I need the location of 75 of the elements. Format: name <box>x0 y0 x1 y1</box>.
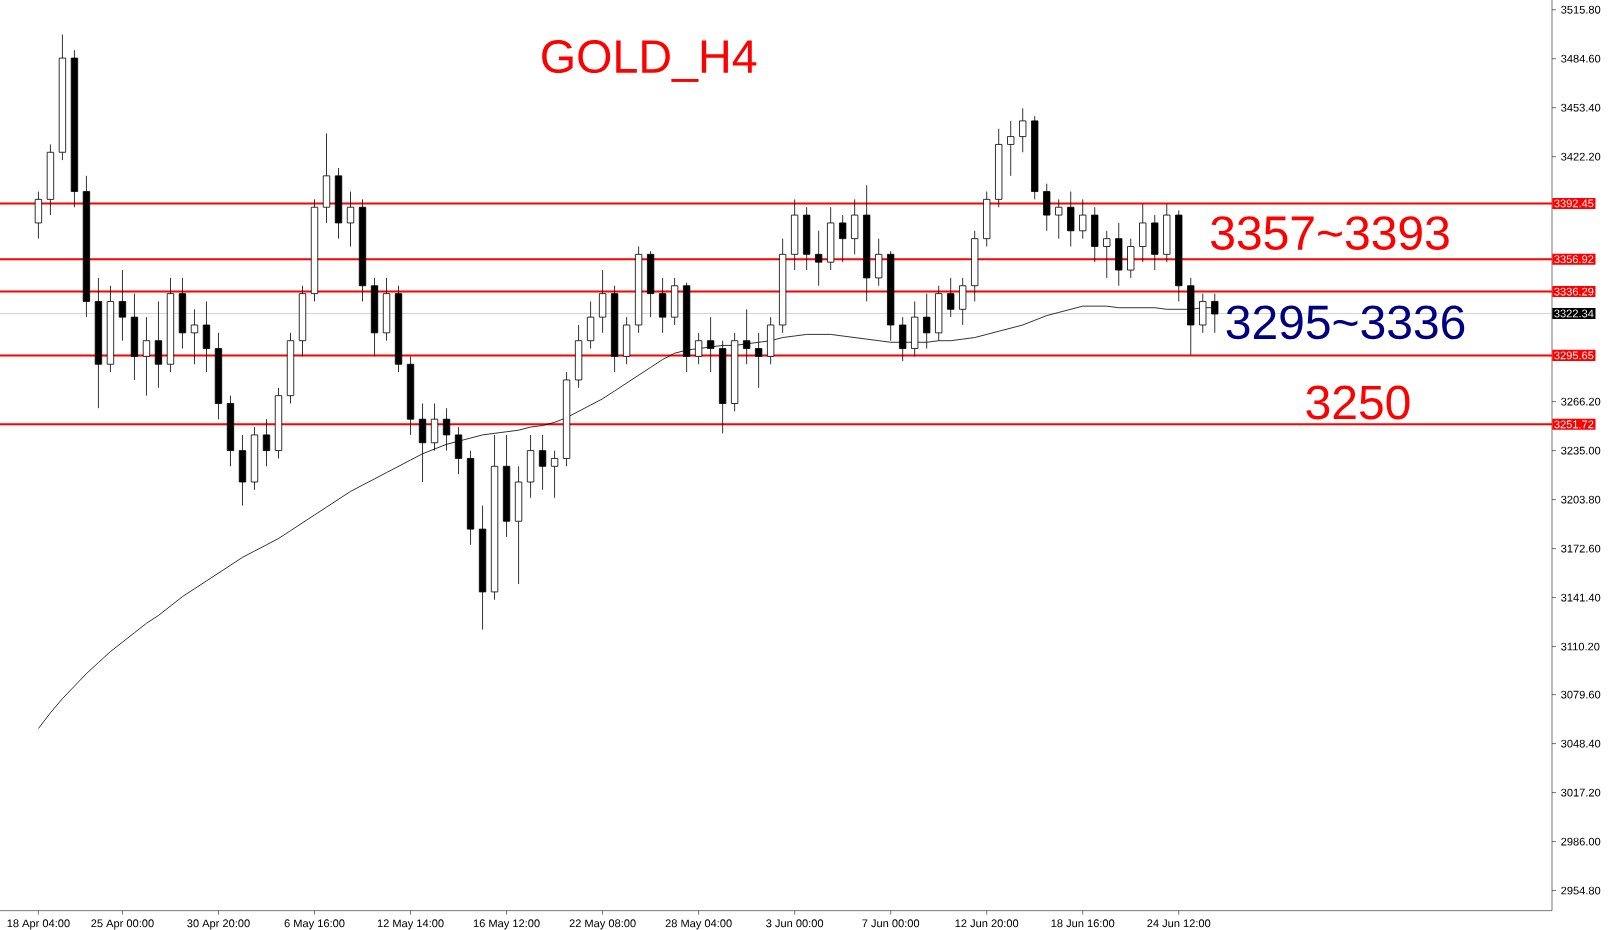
candlestick <box>875 238 883 287</box>
candlestick <box>586 301 595 349</box>
candlestick <box>899 316 907 362</box>
candlestick <box>947 277 955 318</box>
y-tick-label: 3141.40 <box>1561 593 1601 602</box>
candlestick <box>34 191 43 240</box>
x-tick-label: 25 Apr 00:00 <box>91 919 154 930</box>
x-tick-label: 18 Apr 04:00 <box>7 919 70 930</box>
candlestick <box>1007 120 1015 177</box>
y-tick-label: 3235.00 <box>1561 446 1601 455</box>
candlestick <box>1019 107 1027 153</box>
y-tick-label: 3203.80 <box>1561 495 1601 504</box>
x-tick-label: 12 May 14:00 <box>377 919 444 930</box>
x-tick-label: 12 Jun 20:00 <box>955 919 1019 928</box>
x-tick-label: 22 May 08:00 <box>569 919 636 930</box>
text: GOLD_H4 <box>542 40 757 82</box>
candlestick <box>694 332 703 365</box>
y-tick-label: 3484.60 <box>1561 54 1601 63</box>
candlestick <box>118 269 127 342</box>
x-tick-label: 30 Apr 20:00 <box>187 919 250 930</box>
ref-line-label: 3392.45 <box>1554 199 1594 208</box>
x-tick-label: 18 Jun 16:00 <box>1051 919 1115 928</box>
candlestick <box>1127 238 1135 279</box>
candlestick <box>550 450 559 499</box>
annotation: 3357~3393 <box>1211 216 1449 251</box>
candlestick <box>706 316 715 373</box>
candlestick <box>154 301 163 389</box>
candlestick <box>1043 183 1051 232</box>
candlestick <box>815 230 823 287</box>
x-tick-label: 16 May 12:00 <box>473 919 540 930</box>
candlestick <box>346 191 355 247</box>
candlestick <box>430 403 439 452</box>
y-tick-label: 3110.20 <box>1561 642 1600 651</box>
y-tick-label: 3266.20 <box>1561 397 1601 406</box>
text: 3295~3336 <box>1226 305 1465 340</box>
y-tick-label: 3453.40 <box>1561 103 1601 112</box>
candlestick <box>418 403 427 483</box>
candlestick <box>262 418 271 467</box>
ref-line-label: 3336.29 <box>1554 287 1594 296</box>
y-tick-label: 3079.60 <box>1561 690 1601 699</box>
y-tick-label: 3172.60 <box>1561 544 1601 553</box>
candlestick <box>959 277 967 326</box>
candlestick <box>755 332 763 389</box>
ref-line-label: 3251.72 <box>1554 420 1594 429</box>
candlestick <box>538 434 547 491</box>
x-tick-label: 24 Jun 12:00 <box>1147 919 1211 928</box>
x-tick-label: 7 Jun 00:00 <box>862 919 920 928</box>
candlestick <box>1055 198 1063 240</box>
candlestick <box>658 277 667 334</box>
ref-line-label: 3356.92 <box>1554 255 1594 264</box>
x-tick-label: 6 May 16:00 <box>284 919 345 930</box>
y-tick-label: 3422.20 <box>1561 152 1601 161</box>
ref-line-label: 3322.34 <box>1554 309 1594 318</box>
candlestick <box>190 308 199 365</box>
y-tick-label: 3048.40 <box>1561 739 1601 748</box>
candlestick <box>1139 203 1147 263</box>
candlestick <box>454 426 463 475</box>
y-tick-label: 2954.80 <box>1561 886 1601 895</box>
candlestick <box>142 316 151 397</box>
candlestick <box>1079 198 1087 240</box>
x-tick-label: 28 May 04:00 <box>665 919 732 930</box>
ref-line-label: 3295.65 <box>1554 351 1594 360</box>
candlestick <box>598 269 607 334</box>
candlestick <box>1067 191 1075 247</box>
y-tick-label: 2986.00 <box>1561 837 1601 846</box>
candlestick <box>839 214 847 263</box>
y-tick-label: 3515.80 <box>1561 5 1601 14</box>
y-tick-label: 3017.20 <box>1561 788 1601 797</box>
candlestick <box>202 301 211 373</box>
text: 3250 <box>1306 385 1410 420</box>
candlestick <box>851 198 859 255</box>
x-tick-label: 3 Jun 00:00 <box>766 919 824 928</box>
candlestick <box>442 407 451 452</box>
candlestick <box>1103 230 1111 279</box>
candlestick <box>742 308 751 365</box>
